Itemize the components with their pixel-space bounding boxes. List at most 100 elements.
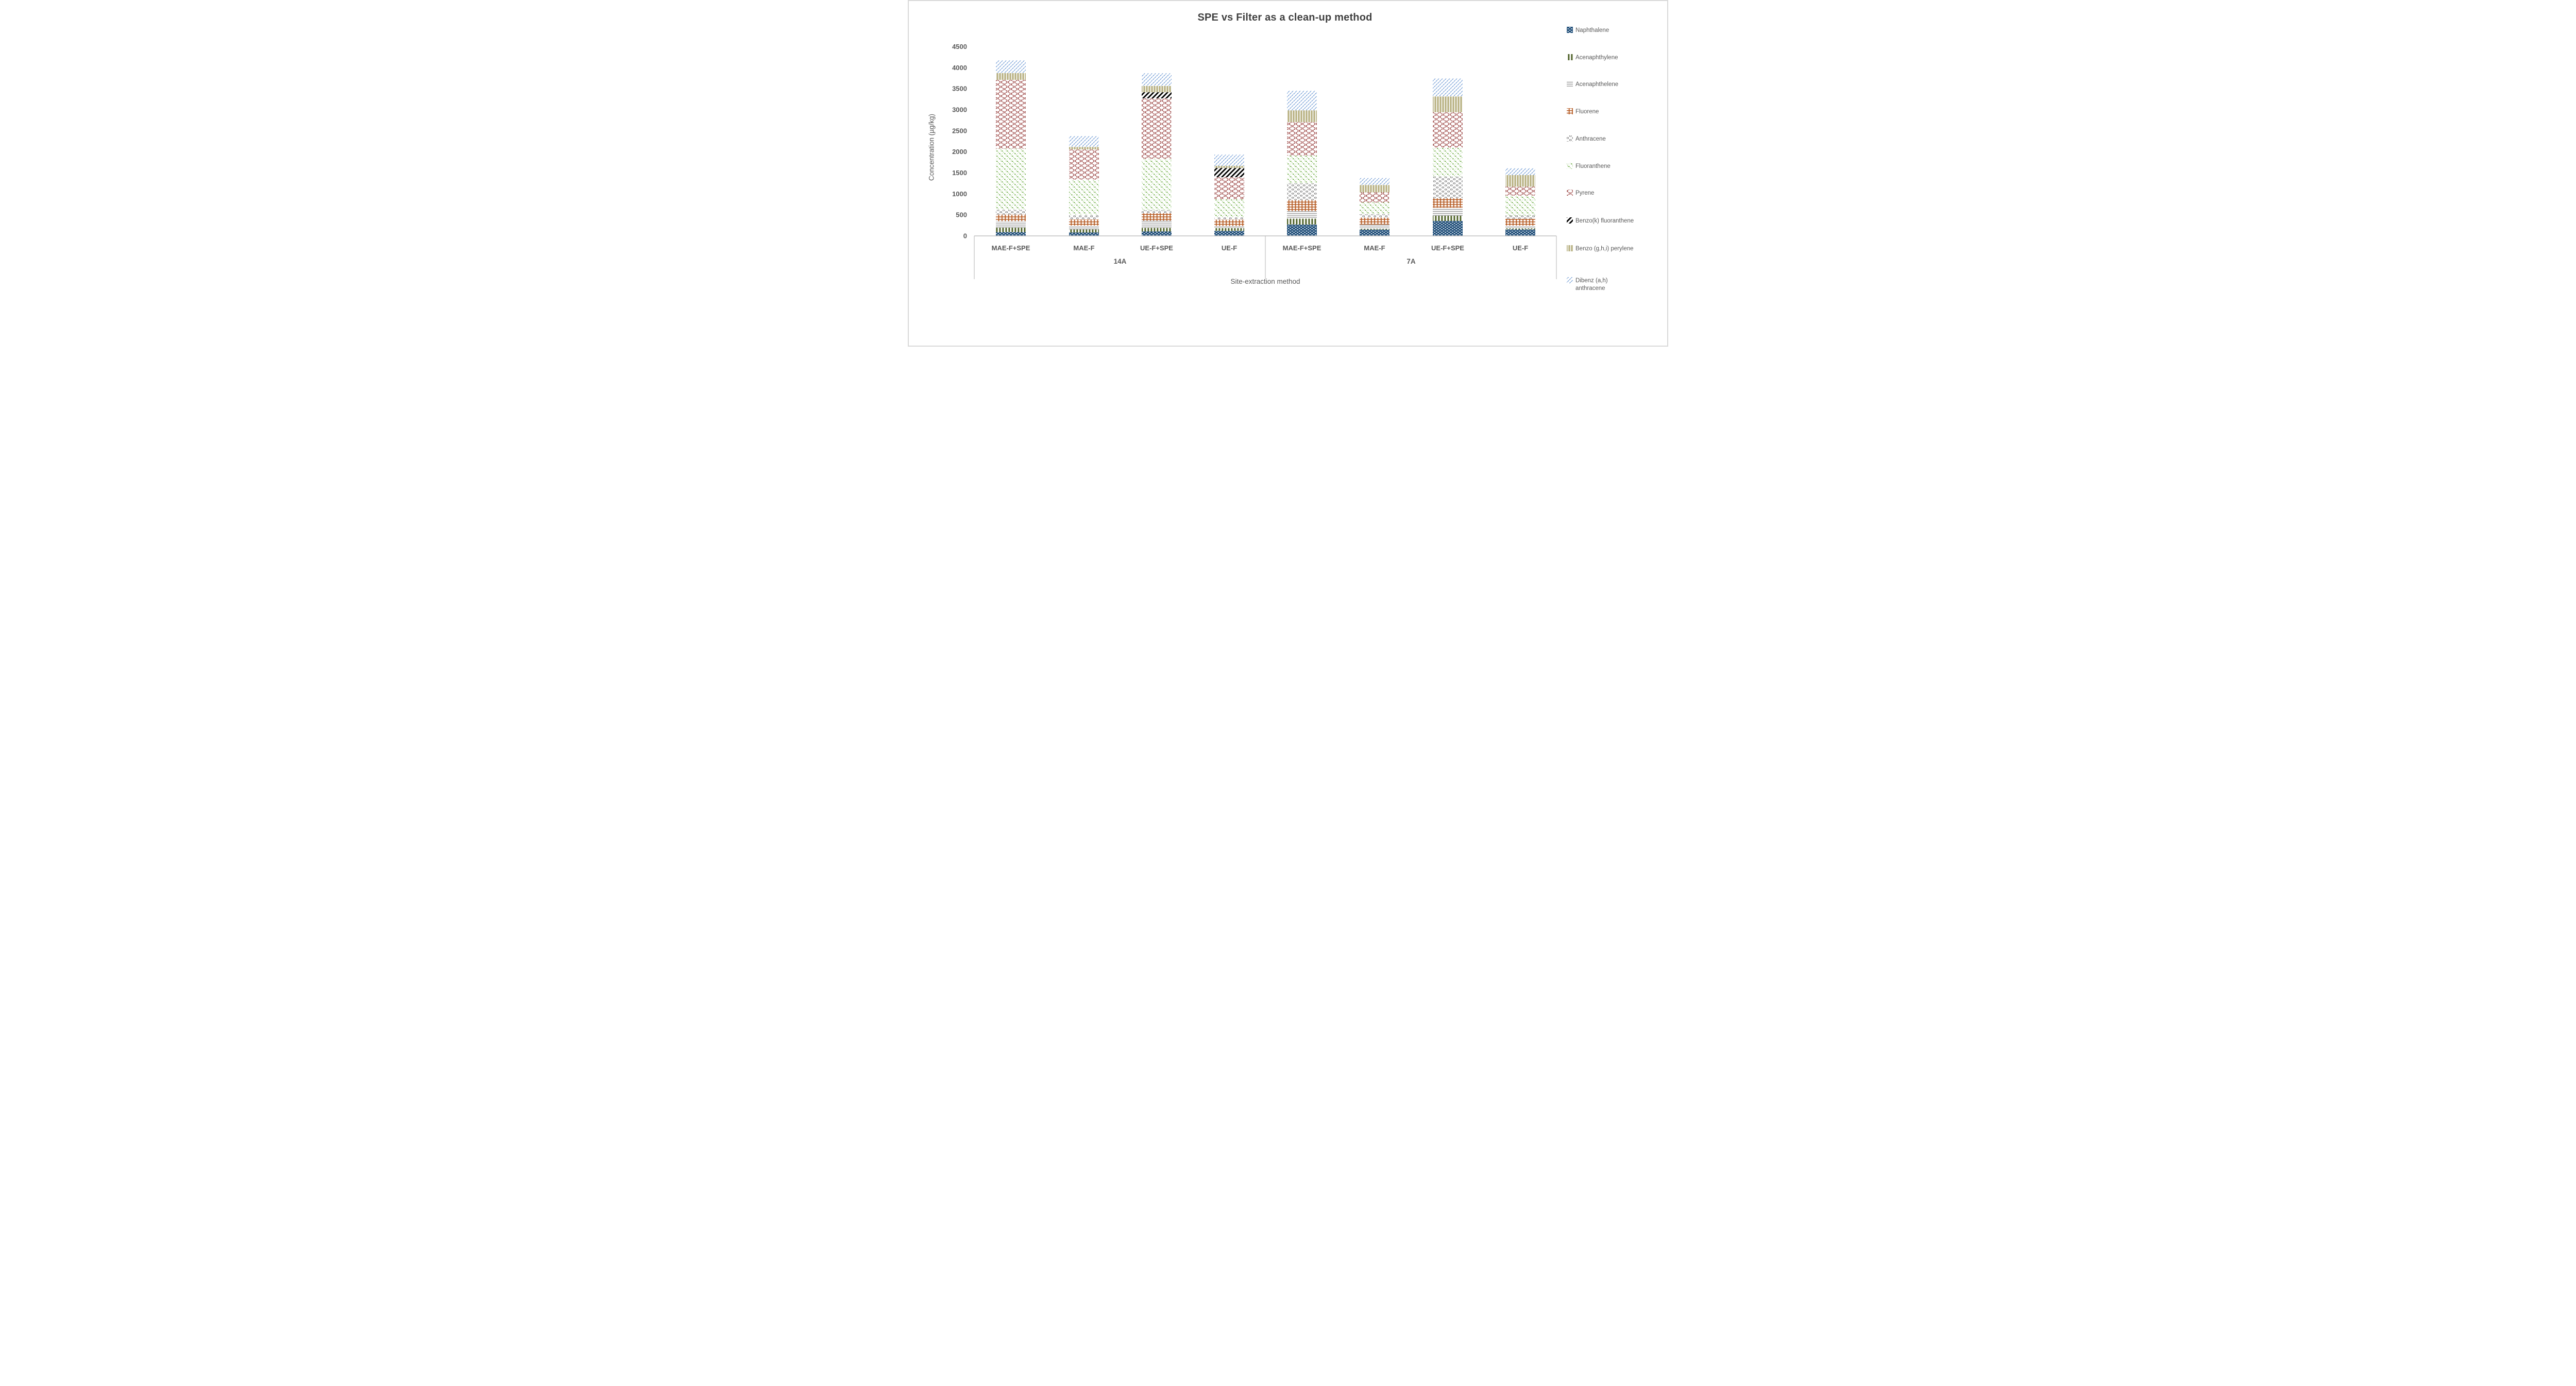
- bar-segment-benzo-g-h-i-perylene[interactable]: [1505, 175, 1535, 187]
- bar-segment-fluoranthene[interactable]: [1433, 147, 1463, 177]
- x-category-label: MAE-F: [1073, 244, 1094, 252]
- bar-segment-anthracene[interactable]: [1505, 215, 1535, 219]
- bar-segment-anthracene[interactable]: [1287, 183, 1317, 200]
- bar-segment-benzo-g-h-i-perylene[interactable]: [996, 73, 1026, 80]
- bar-segment-fluoranthene[interactable]: [1505, 195, 1535, 216]
- pyrene-swatch-icon: [1567, 190, 1573, 196]
- bar-segment-anthracene[interactable]: [1142, 210, 1172, 213]
- bar-segment-anthracene[interactable]: [1433, 176, 1463, 198]
- bar-14a-ue-f: [1214, 155, 1244, 236]
- bar-segment-acenaphthelene[interactable]: [1069, 225, 1099, 230]
- legend-item-anthracene[interactable]: Anthracene: [1567, 135, 1606, 142]
- bar-segment-fluoranthene[interactable]: [1360, 202, 1389, 214]
- bar-segment-fluorene[interactable]: [1433, 198, 1463, 208]
- bar-segment-naphthalene[interactable]: [1069, 232, 1099, 236]
- bar-segment-fluorene[interactable]: [1214, 219, 1244, 226]
- bar-segment-anthracene[interactable]: [1214, 217, 1244, 220]
- bar-segment-naphthalene[interactable]: [1360, 229, 1389, 236]
- bar-segment-fluoranthene[interactable]: [1069, 179, 1099, 215]
- bar-segment-dibenz-a-h-anthracene[interactable]: [1214, 155, 1244, 166]
- x-category-label: MAE-F+SPE: [1283, 244, 1321, 252]
- y-tick-label: 2000: [952, 148, 967, 156]
- bar-segment-dibenz-a-h-anthracene[interactable]: [1287, 91, 1317, 111]
- bar-segment-naphthalene[interactable]: [1433, 221, 1463, 236]
- bar-segment-acenaphthylene[interactable]: [1505, 228, 1535, 230]
- bar-segment-pyrene[interactable]: [1287, 122, 1317, 156]
- bar-segment-fluorene[interactable]: [1505, 218, 1535, 226]
- legend-label: Naphthalene: [1575, 27, 1609, 33]
- bar-segment-benzo-k-fluoranthene[interactable]: [1142, 92, 1172, 98]
- bar-segment-acenaphthylene[interactable]: [1433, 215, 1463, 221]
- x-group-label-14a: 14A: [1114, 258, 1127, 265]
- bar-segment-naphthalene[interactable]: [996, 232, 1026, 236]
- legend-item-fluoranthene[interactable]: Fluoranthene: [1567, 163, 1611, 169]
- bar-segment-fluorene[interactable]: [1287, 200, 1317, 211]
- bar-segment-pyrene[interactable]: [996, 80, 1026, 149]
- bar-segment-acenaphthylene[interactable]: [1360, 229, 1389, 230]
- bar-segment-anthracene[interactable]: [996, 210, 1026, 215]
- bar-segment-naphthalene[interactable]: [1287, 224, 1317, 236]
- bar-segment-benzo-k-fluoranthene[interactable]: [1214, 168, 1244, 178]
- bar-segment-acenaphthelene[interactable]: [996, 221, 1026, 228]
- bar-segment-acenaphthylene[interactable]: [1142, 228, 1172, 232]
- bar-segment-dibenz-a-h-anthracene[interactable]: [1142, 73, 1172, 86]
- bar-segment-acenaphthylene[interactable]: [1214, 228, 1244, 231]
- legend-label: Anthracene: [1575, 136, 1606, 142]
- bar-segment-pyrene[interactable]: [1433, 112, 1463, 148]
- bar-segment-pyrene[interactable]: [1142, 98, 1172, 159]
- y-tick-label: 3500: [952, 85, 967, 93]
- bar-segment-acenaphthelene[interactable]: [1214, 226, 1244, 228]
- bar-segment-acenaphthelene[interactable]: [1505, 225, 1535, 229]
- bar-segment-naphthalene[interactable]: [1505, 229, 1535, 236]
- bar-segment-benzo-g-h-i-perylene[interactable]: [1360, 185, 1389, 193]
- legend-item-dibenz-a-h-anthracene[interactable]: Dibenz (a,h) anthracene: [1567, 277, 1608, 292]
- bar-segment-fluoranthene[interactable]: [1214, 199, 1244, 218]
- bar-segment-benzo-g-h-i-perylene[interactable]: [1069, 147, 1099, 150]
- y-tick-label: 4500: [952, 43, 967, 50]
- y-tick-label: 2500: [952, 127, 967, 134]
- bar-segment-fluoranthene[interactable]: [1287, 156, 1317, 183]
- bar-segment-pyrene[interactable]: [1214, 177, 1244, 199]
- bar-segment-dibenz-a-h-anthracene[interactable]: [1433, 78, 1463, 97]
- legend-item-acenaphthylene[interactable]: Acenaphthylene: [1567, 54, 1618, 61]
- bar-segment-fluorene[interactable]: [1360, 217, 1389, 225]
- legend-label: Acenaphthylene: [1575, 55, 1618, 61]
- bar-segment-dibenz-a-h-anthracene[interactable]: [996, 60, 1026, 73]
- bar-segment-pyrene[interactable]: [1360, 192, 1389, 203]
- bar-segment-acenaphthelene[interactable]: [1287, 211, 1317, 219]
- bar-segment-fluorene[interactable]: [1142, 213, 1172, 221]
- bar-segment-acenaphthylene[interactable]: [1287, 218, 1317, 225]
- stacked-bar-chart: 0 500 1000 1500 2000 2500 3000 3500 4000 4500 MAE-…: [952, 27, 1634, 292]
- chart-figure[interactable]: SPE vs Filter as a clean-up method Conce…: [908, 0, 1668, 347]
- legend-item-pyrene[interactable]: Pyrene: [1567, 190, 1594, 196]
- bar-segment-benzo-g-h-i-perylene[interactable]: [1214, 166, 1244, 168]
- bar-segment-pyrene[interactable]: [1069, 149, 1099, 180]
- bar-segment-acenaphthelene[interactable]: [1433, 208, 1463, 216]
- bar-segment-fluoranthene[interactable]: [996, 148, 1026, 210]
- bar-segment-benzo-g-h-i-perylene[interactable]: [1433, 96, 1463, 112]
- bar-segment-fluoranthene[interactable]: [1142, 159, 1172, 211]
- bar-segment-acenaphthelene[interactable]: [1142, 220, 1172, 228]
- legend-item-acenaphthelene[interactable]: Acenaphthelene: [1567, 81, 1618, 88]
- bar-segment-fluorene[interactable]: [996, 214, 1026, 221]
- bar-segment-benzo-g-h-i-perylene[interactable]: [1142, 85, 1172, 93]
- bar-segment-pyrene[interactable]: [1505, 186, 1535, 196]
- bar-segment-anthracene[interactable]: [1069, 215, 1099, 220]
- legend-item-benzo-g-h-i-perylene[interactable]: Benzo (g,h,i) perylene: [1567, 245, 1634, 252]
- bar-segment-benzo-g-h-i-perylene[interactable]: [1287, 110, 1317, 123]
- bar-segment-acenaphthelene[interactable]: [1360, 224, 1389, 229]
- legend-item-naphthalene[interactable]: Naphthalene: [1567, 27, 1609, 33]
- bar-segment-acenaphthylene[interactable]: [996, 228, 1026, 232]
- bar-segment-naphthalene[interactable]: [1142, 231, 1172, 236]
- bar-segment-dibenz-a-h-anthracene[interactable]: [1505, 168, 1535, 175]
- bar-segment-dibenz-a-h-anthracene[interactable]: [1360, 178, 1389, 185]
- legend-item-fluorene[interactable]: Fluorene: [1567, 108, 1599, 115]
- bar-segment-acenaphthylene[interactable]: [1069, 229, 1099, 233]
- bar-segment-naphthalene[interactable]: [1214, 231, 1244, 236]
- y-tick-label: 500: [956, 211, 967, 219]
- bar-segment-fluorene[interactable]: [1069, 219, 1099, 226]
- y-tick-label: 3000: [952, 106, 967, 114]
- bar-segment-anthracene[interactable]: [1360, 214, 1389, 218]
- bar-segment-dibenz-a-h-anthracene[interactable]: [1069, 136, 1099, 147]
- legend-item-benzo-k-fluoranthene[interactable]: Benzo(k) fluoranthene: [1567, 217, 1634, 224]
